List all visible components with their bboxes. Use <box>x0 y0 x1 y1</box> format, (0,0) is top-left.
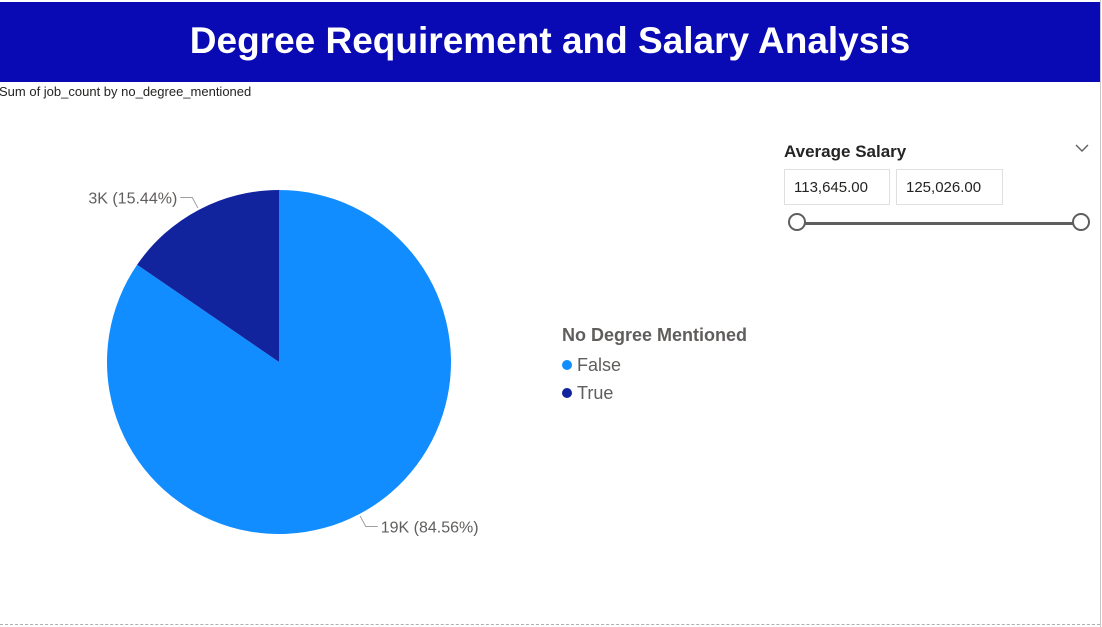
report-title-banner: Degree Requirement and Salary Analysis <box>0 2 1100 82</box>
pie-slice-true[interactable] <box>137 190 279 362</box>
pie-slices <box>106 190 451 534</box>
chevron-down-icon[interactable] <box>1074 140 1090 156</box>
data-label-true: 3K (15.44%) <box>88 190 177 207</box>
average-salary-slicer: Average Salary 113,645.00 125,026.00 <box>784 140 1094 240</box>
canvas-border-bottom <box>0 624 1100 625</box>
canvas-border-right <box>1100 0 1101 627</box>
chart-legend: No Degree Mentioned False True <box>562 325 747 407</box>
visual-title: Sum of job_count by no_degree_mentioned <box>0 84 252 99</box>
legend-label-true: True <box>577 382 614 403</box>
slicer-min-handle[interactable] <box>788 213 806 231</box>
pie-leader-lines <box>180 196 378 528</box>
slicer-max-input[interactable]: 125,026.00 <box>896 169 1003 205</box>
slicer-min-input[interactable]: 113,645.00 <box>784 169 890 205</box>
slicer-title: Average Salary <box>784 142 907 161</box>
legend-title: No Degree Mentioned <box>562 325 748 345</box>
legend-dot-true <box>562 388 572 398</box>
legend-dot-false <box>562 360 572 370</box>
report-title: Degree Requirement and Salary Analysis <box>189 20 911 61</box>
legend-item-true[interactable]: True <box>562 379 747 407</box>
pie-slice-false[interactable] <box>106 190 451 534</box>
data-label-false: 19K (84.56%) <box>381 520 479 537</box>
leader-line-true <box>180 196 199 209</box>
legend-label-false: False <box>577 354 622 375</box>
leader-line-false <box>359 515 378 528</box>
slicer-track[interactable] <box>797 222 1082 225</box>
slicer-max-handle[interactable] <box>1072 213 1090 231</box>
legend-item-false[interactable]: False <box>562 351 747 379</box>
